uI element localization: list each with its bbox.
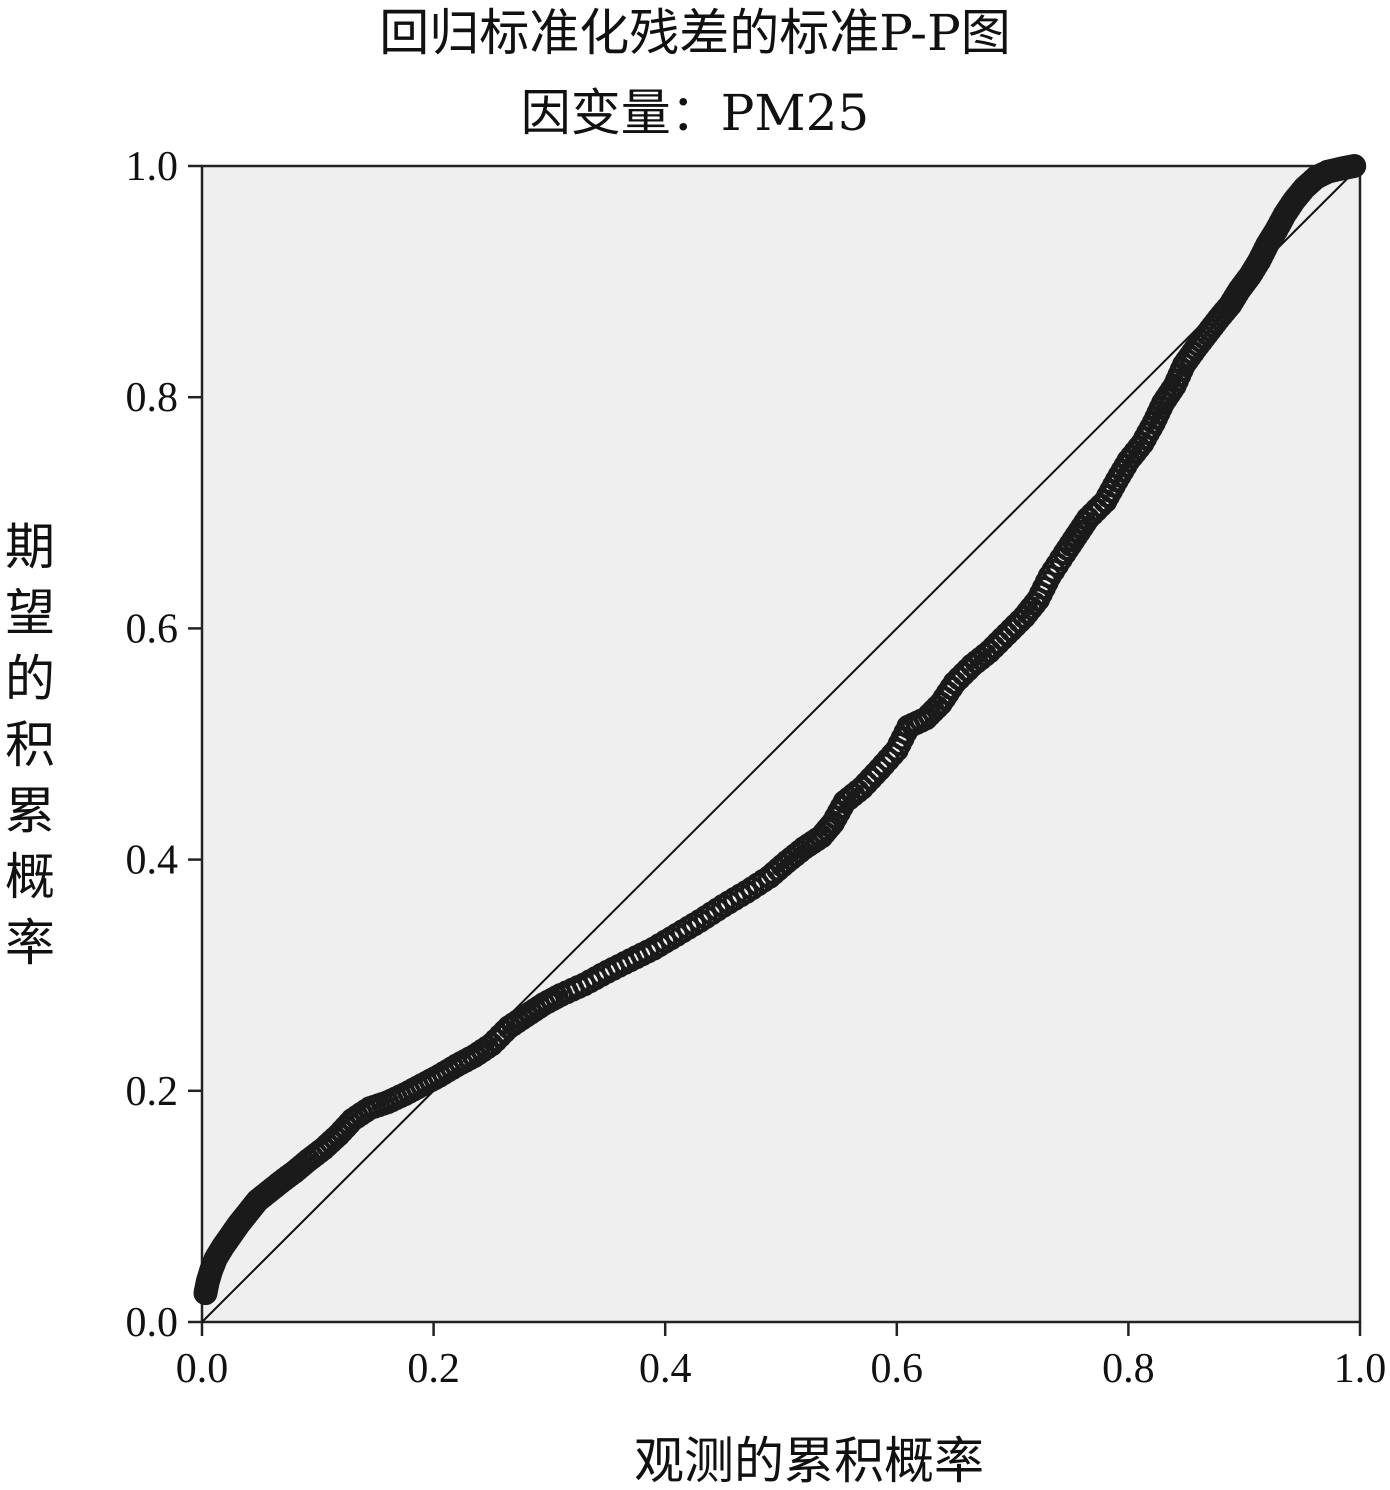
x-tick-label: 0.4 (639, 1346, 692, 1392)
y-tick-label: 0.6 (126, 606, 179, 652)
points-layer (193, 154, 1367, 1306)
reference-line (201, 165, 1361, 1323)
x-tick-label: 1.0 (1334, 1346, 1387, 1392)
y-axis: 0.0 0.2 0.4 0.6 0.8 1.0 (126, 144, 202, 1346)
y-axis-title-char: 累 (5, 782, 55, 840)
y-tick-label: 0.2 (126, 1069, 179, 1115)
chart-title: 回归标准化残差的标准P-P图 (379, 4, 1011, 62)
y-axis-title-char: 望 (5, 584, 55, 642)
y-tick-label: 1.0 (126, 144, 179, 190)
y-tick-label: 0.8 (126, 375, 179, 421)
x-axis-title: 观测的累积概率 (634, 1432, 984, 1490)
x-tick-label: 0.6 (871, 1346, 924, 1392)
y-axis-title-char: 积 (5, 716, 55, 774)
chart-subtitle: 因变量：PM25 (520, 84, 870, 142)
y-tick-label: 0.0 (126, 1300, 179, 1346)
data-point (1342, 154, 1367, 178)
x-tick-label: 0.8 (1102, 1346, 1155, 1392)
y-axis-title-char: 概 (5, 848, 55, 906)
y-tick-label: 0.4 (126, 838, 179, 884)
x-tick-label: 0.0 (176, 1346, 229, 1392)
y-axis-title-char: 率 (5, 914, 55, 972)
x-tick-label: 0.2 (407, 1346, 460, 1392)
x-axis: 0.0 0.2 0.4 0.6 0.8 1.0 (176, 1322, 1387, 1392)
y-axis-title-char: 期 (5, 518, 55, 576)
y-axis-title-char: 的 (5, 650, 55, 708)
